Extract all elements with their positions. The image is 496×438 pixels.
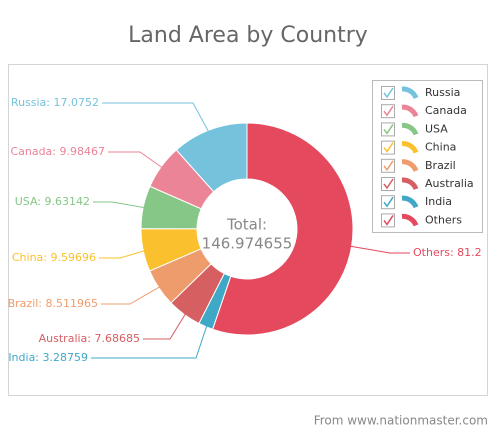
legend-check (383, 214, 394, 226)
data-label: India: 3.28759 (8, 351, 88, 364)
legend-swatch (401, 104, 419, 118)
legend-swatch (401, 141, 419, 154)
legend-swatch (401, 195, 419, 209)
legend-label: India (425, 195, 452, 208)
donut-slice (212, 122, 354, 336)
data-label: Australia: 7.68685 (39, 332, 140, 345)
chart-frame (8, 64, 488, 396)
leader-line (91, 317, 211, 359)
legend-swatch (401, 177, 419, 191)
legend-label: China (425, 141, 456, 154)
data-label: Russia: 17.0752 (11, 96, 99, 109)
legend-check (383, 105, 394, 117)
legend-check (383, 87, 394, 99)
legend-swatch (401, 159, 419, 172)
chart-title: Land Area by Country (128, 23, 368, 48)
legend-check (383, 196, 394, 208)
legend-label: USA (425, 122, 448, 135)
data-label: Others: 81.2 (413, 246, 482, 259)
center-label: Total: (226, 216, 267, 234)
data-label: China: 9.59696 (12, 251, 96, 264)
leader-line (108, 151, 170, 174)
leader-line (93, 201, 154, 210)
legend-label: Brazil (425, 159, 456, 172)
leader-line (101, 281, 168, 305)
legend-label: Others (425, 213, 462, 226)
center-total: 146.974655 (202, 235, 293, 253)
legend-swatch (401, 122, 419, 136)
source-note: From www.nationmaster.com (314, 414, 488, 428)
leader-line (341, 244, 410, 254)
legend-label: Australia (425, 177, 474, 190)
leader-line (143, 306, 191, 340)
leader-line (102, 102, 214, 140)
data-label: Brazil: 8.511965 (8, 297, 98, 310)
leader-line (99, 247, 154, 259)
data-label: USA: 9.63142 (15, 195, 90, 208)
legend-swatch (401, 86, 419, 100)
legend-check (383, 160, 394, 172)
legend-label: Russia (425, 86, 460, 99)
legend-check (383, 123, 394, 135)
data-label: Canada: 9.98467 (10, 145, 105, 158)
legend-check (383, 142, 394, 153)
legend-check (383, 178, 394, 190)
legend-label: Canada (425, 104, 467, 117)
legend-swatch (401, 213, 419, 227)
